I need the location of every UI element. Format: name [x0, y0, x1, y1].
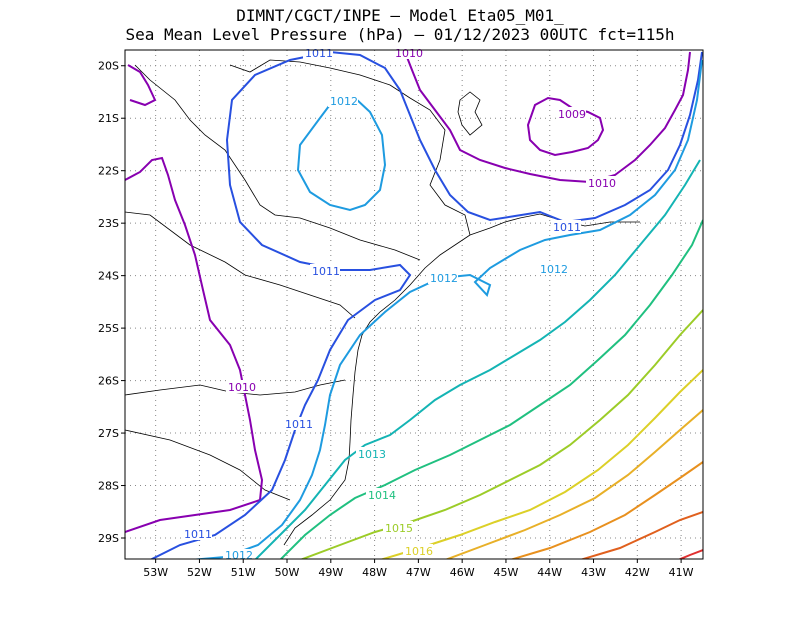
- lon-tick-label: 50W: [275, 566, 300, 579]
- state-border-4: [125, 429, 291, 501]
- bay-feature: [457, 91, 483, 136]
- isobar-1018: [509, 461, 703, 559]
- label-1015: 1015: [385, 522, 413, 535]
- isobar-1016: [379, 369, 703, 559]
- state-border-1: [134, 64, 421, 261]
- lat-tick-label: 27S: [98, 427, 119, 440]
- isobar-1019: [579, 511, 703, 559]
- label-1010-west: 1010: [228, 381, 256, 394]
- label-1011-mid: 1011: [312, 265, 340, 278]
- map-frame: [124, 49, 704, 560]
- title-line-2: Sea Mean Level Pressure (hPa) — 01/12/20…: [125, 25, 675, 44]
- title-line-1: DIMNT/CGCT/INPE — Model Eta05_M01_: [236, 6, 564, 25]
- label-1010-top: 1010: [395, 47, 423, 60]
- isobar-1015: [299, 309, 703, 559]
- label-1012-south: 1012: [225, 549, 253, 562]
- isobar-1009: [526, 96, 605, 157]
- lat-tick-label: 28S: [98, 480, 119, 493]
- lat-tick-label: 22S: [98, 165, 119, 178]
- chart-title: DIMNT/CGCT/INPE — Model Eta05_M01_ Sea M…: [0, 6, 800, 44]
- lat-tick-label: 21S: [98, 112, 119, 125]
- isobar-labels: 1009 1010 1010 1010 1011 1011 1011 1011 …: [182, 47, 616, 562]
- axis-labels: 20S 21S 22S 23S 24S 25S 26S 27S 28S 29S 53W 52W 51W 5…: [98, 60, 694, 579]
- lon-tick-label: 45W: [494, 566, 519, 579]
- label-1012-east: 1012: [540, 263, 568, 276]
- coastline-borders: [125, 59, 640, 546]
- lon-tick-label: 48W: [362, 566, 387, 579]
- isobar-1012: [189, 59, 703, 559]
- isobar-1010-east: [404, 51, 691, 184]
- lon-tick-label: 49W: [318, 566, 343, 579]
- isobar-1020: [677, 549, 703, 559]
- label-1014: 1014: [368, 489, 396, 502]
- coastline: [283, 213, 640, 546]
- lon-tick-label: 52W: [187, 566, 212, 579]
- isobar-1011: [149, 50, 703, 559]
- label-1011-east: 1011: [553, 221, 581, 234]
- lat-tick-label: 23S: [98, 217, 119, 230]
- lon-tick-label: 44W: [537, 566, 562, 579]
- label-1011-south: 1011: [285, 418, 313, 431]
- isobar-1010-west: [125, 64, 264, 533]
- isobar-1012-high: [296, 97, 387, 212]
- state-border-5: [229, 59, 471, 236]
- lat-tick-label: 20S: [98, 60, 119, 73]
- label-1009: 1009: [558, 108, 586, 121]
- lon-tick-label: 46W: [450, 566, 475, 579]
- state-border-2: [125, 211, 356, 319]
- lon-tick-label: 42W: [625, 566, 650, 579]
- isobar-1017: [444, 409, 703, 559]
- label-1012-coast: 1012: [430, 272, 458, 285]
- lat-tick-label: 26S: [98, 375, 119, 388]
- label-1012-high: 1012: [330, 95, 358, 108]
- lon-tick-label: 53W: [143, 566, 168, 579]
- lon-tick-label: 47W: [406, 566, 431, 579]
- label-1011-top: 1011: [305, 47, 333, 60]
- isobar-1014: [279, 219, 703, 559]
- label-1016: 1016: [405, 545, 433, 558]
- lon-tick-label: 43W: [581, 566, 606, 579]
- lat-tick-label: 29S: [98, 532, 119, 545]
- lat-tick-label: 24S: [98, 270, 119, 283]
- lon-tick-label: 51W: [231, 566, 256, 579]
- label-1013: 1013: [358, 448, 386, 461]
- label-1010-east: 1010: [588, 177, 616, 190]
- lat-tick-label: 25S: [98, 322, 119, 335]
- isobar-1013: [254, 159, 701, 559]
- label-1011-sw: 1011: [184, 528, 212, 541]
- lon-tick-label: 41W: [669, 566, 694, 579]
